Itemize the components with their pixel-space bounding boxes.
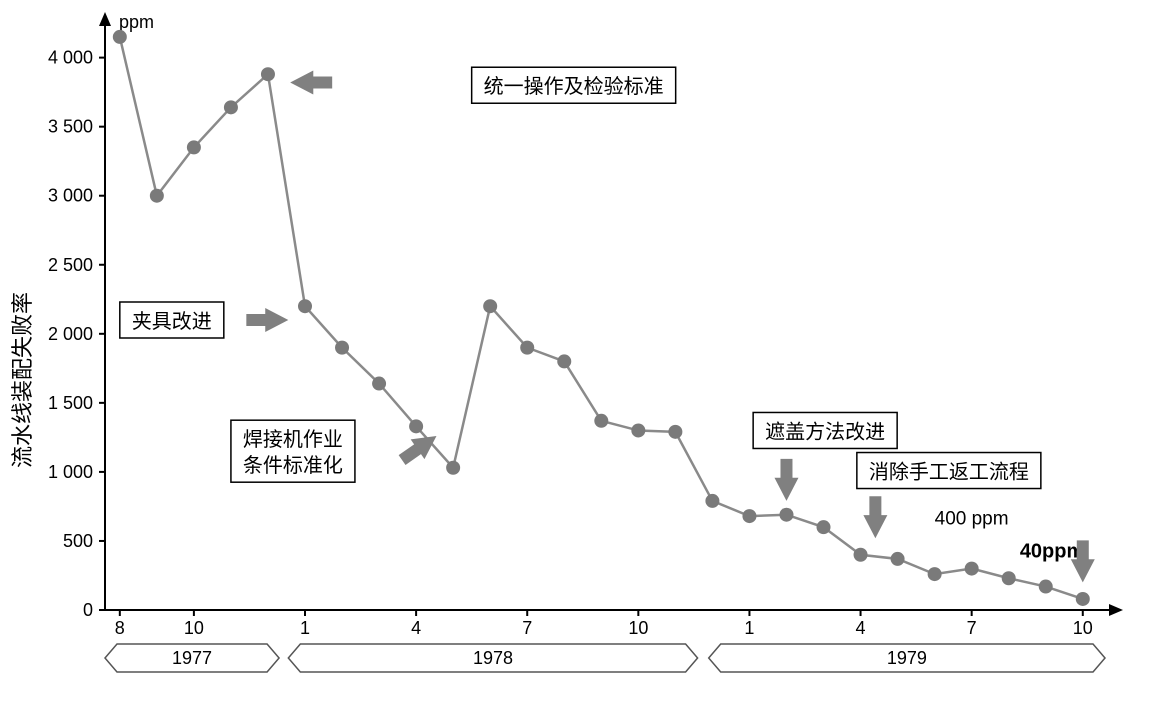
data-point	[705, 494, 719, 508]
annotation-label: 消除手工返工流程	[869, 461, 1029, 484]
y-tick-label: 1 500	[48, 393, 93, 413]
x-tick-label: 7	[967, 618, 977, 638]
y-tick-label: 500	[63, 531, 93, 551]
x-tick-label: 1	[300, 618, 310, 638]
x-tick-label: 10	[628, 618, 648, 638]
x-tick-label: 1	[744, 618, 754, 638]
data-point	[928, 567, 942, 581]
y-tick-label: 3 000	[48, 186, 93, 206]
data-point	[668, 425, 682, 439]
data-point	[742, 509, 756, 523]
y-tick-label: 2 500	[48, 255, 93, 275]
line-chart: 0 500 1 000 1 500 2 000 2 500 3 000 3 500 4 000 p…	[0, 0, 1152, 716]
year-band-label: 1978	[473, 648, 513, 668]
y-tick-label: 1 000	[48, 462, 93, 482]
data-point	[372, 377, 386, 391]
data-point	[520, 341, 534, 355]
data-point	[409, 419, 423, 433]
x-tick-label: 8	[115, 618, 125, 638]
annotation-label: 遮盖方法改进	[765, 420, 885, 443]
y-tick-label: 3 500	[48, 117, 93, 137]
annotation-label: 统一操作及检验标准	[484, 75, 664, 98]
annotation-arrow-icon	[290, 70, 332, 94]
data-point	[446, 461, 460, 475]
data-point	[854, 548, 868, 562]
free-label: 400 ppm	[935, 508, 1009, 529]
data-point	[1002, 571, 1016, 585]
data-point	[298, 299, 312, 313]
data-point	[224, 100, 238, 114]
data-point	[594, 414, 608, 428]
year-band-label: 1979	[887, 648, 927, 668]
x-tick-label: 10	[184, 618, 204, 638]
y-tick-label: 4 000	[48, 48, 93, 68]
data-point	[1039, 580, 1053, 594]
data-point	[965, 562, 979, 576]
data-point	[483, 299, 497, 313]
annotation-label: 焊接机作业	[243, 428, 343, 451]
x-tick-label: 7	[522, 618, 532, 638]
data-point	[631, 423, 645, 437]
data-point	[817, 520, 831, 534]
y-tick-label: 0	[83, 600, 93, 620]
annotation-label: 夹具改进	[132, 310, 212, 333]
data-point	[187, 140, 201, 154]
data-point	[891, 552, 905, 566]
data-point	[1076, 592, 1090, 606]
data-point	[779, 508, 793, 522]
annotation-arrow-icon	[863, 496, 887, 538]
annotation-arrow-icon	[399, 436, 437, 465]
year-band-label: 1977	[172, 648, 212, 668]
annotation-label: 条件标准化	[243, 454, 343, 477]
x-axis-arrow	[1109, 604, 1123, 616]
y-axis-title: 流水线装配失败率	[10, 292, 35, 468]
y-tick-label: 2 000	[48, 324, 93, 344]
annotation-arrow-icon	[246, 308, 288, 332]
data-point	[150, 189, 164, 203]
x-tick-label: 4	[856, 618, 866, 638]
data-point	[557, 354, 571, 368]
annotation-arrow-icon	[774, 459, 798, 501]
data-point	[113, 30, 127, 44]
x-tick-label: 10	[1073, 618, 1093, 638]
y-unit-label: ppm	[119, 12, 154, 32]
data-point	[335, 341, 349, 355]
x-tick-label: 4	[411, 618, 421, 638]
data-point	[261, 67, 275, 81]
y-axis-arrow	[99, 12, 111, 26]
free-label: 40ppm	[1020, 541, 1084, 563]
